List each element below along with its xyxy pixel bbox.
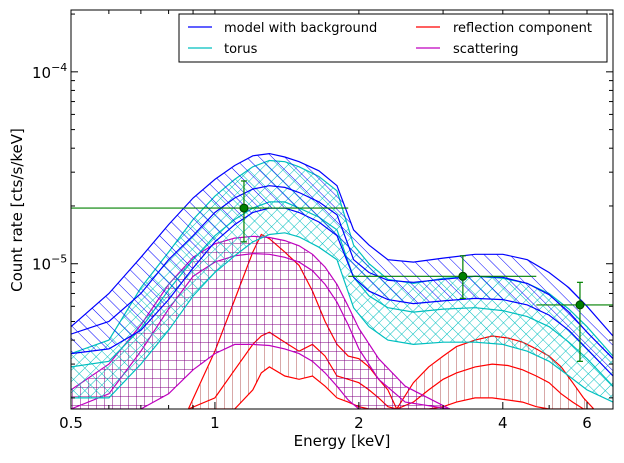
data-point-1 xyxy=(458,271,468,281)
y-tick-label: 10−4 xyxy=(32,61,67,82)
x-tick-label: 2 xyxy=(354,414,364,432)
axes-frame xyxy=(70,9,614,410)
legend-label-scattering: scattering xyxy=(453,42,519,57)
model-with-background-band-0 xyxy=(71,153,613,376)
scattering-lower-line-0 xyxy=(71,343,450,409)
legend-box xyxy=(178,13,608,63)
data-point-2 xyxy=(575,300,585,310)
y-tick-label: 10−5 xyxy=(32,253,67,274)
y-axis-label: Count rate [cts/s/keV] xyxy=(8,128,26,292)
x-axis-label: Energy [keV] xyxy=(294,432,391,450)
legend-label-model: model with background xyxy=(224,21,377,36)
model-with-background-median-line-0 xyxy=(71,185,613,360)
legend: model with background reflection compone… xyxy=(178,13,608,63)
x-tick-label: 0.5 xyxy=(59,414,83,432)
scattering-band-0 xyxy=(71,236,450,409)
legend-label-torus: torus xyxy=(224,42,258,57)
torus-lower-line-0 xyxy=(71,232,613,403)
model-with-background-upper-line-0 xyxy=(71,152,613,337)
plot-area xyxy=(71,152,613,409)
model-with-background-lower-line-0 xyxy=(71,207,613,377)
x-tick-label: 4 xyxy=(498,414,508,432)
x-tick-label: 6 xyxy=(582,414,592,432)
reflection-component-median-line-1 xyxy=(396,363,594,409)
data-point-0 xyxy=(239,203,249,213)
reflection-component-lower-line-0 xyxy=(188,366,397,409)
x-tick-label: 1 xyxy=(210,414,220,432)
axis-ticks: 0.5 1 2 4 6 10−5 10−4 xyxy=(32,10,613,432)
legend-label-reflection: reflection component xyxy=(453,21,592,36)
